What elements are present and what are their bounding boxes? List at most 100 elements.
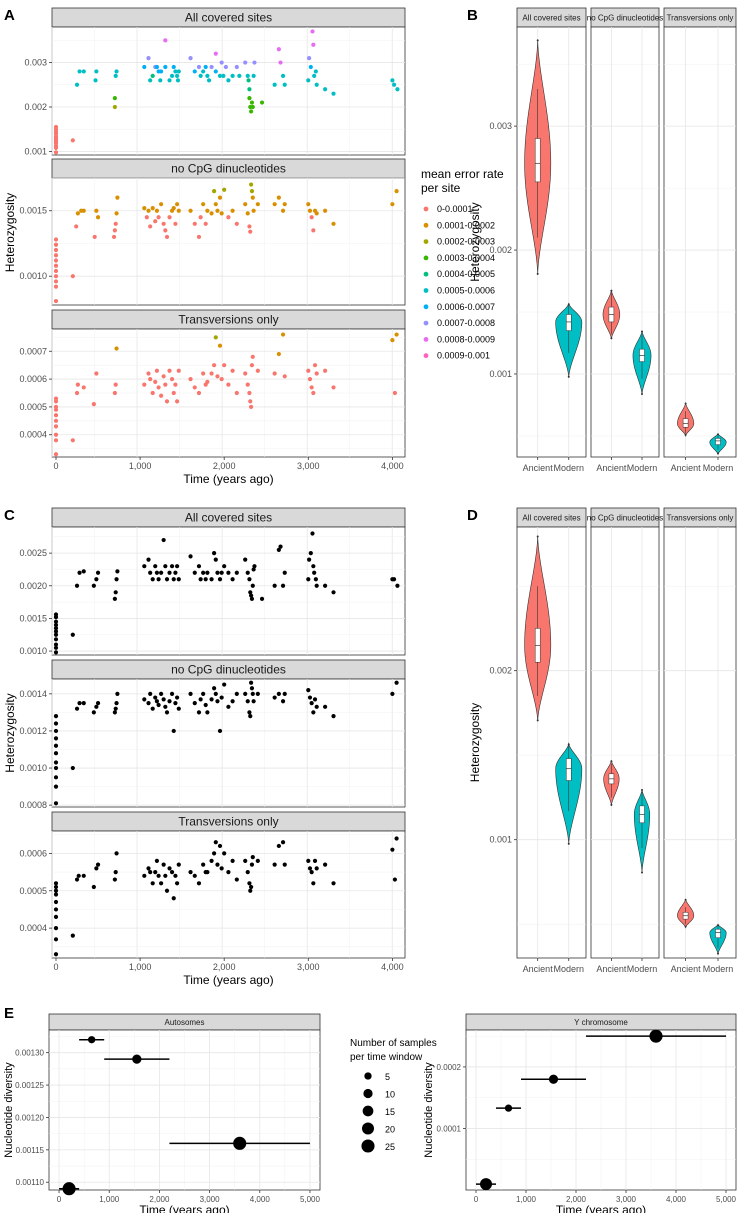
data-point: [201, 371, 206, 376]
data-point: [113, 73, 118, 78]
violin-outlier: [610, 289, 613, 292]
data-point: [173, 69, 178, 74]
data-point: [209, 64, 214, 70]
panel-b-facet-1-panel: [590, 26, 660, 458]
panel-a-xtick-label: 0: [53, 461, 58, 471]
panel-d-facet-1-strip-label: no CpG dinucleotides: [587, 514, 664, 523]
panel-b-facet-0-panel: [516, 26, 587, 458]
panel-c-facet-1-ytick-label: 0.0008: [19, 800, 47, 810]
data-point: [171, 206, 176, 211]
size-legend-key: [362, 1122, 374, 1135]
data-point: [70, 138, 75, 143]
data-point: [307, 208, 313, 213]
panel-d-ytick-label: 0.001: [489, 835, 512, 845]
violin-outlier: [567, 303, 570, 306]
data-point: [226, 869, 231, 875]
data-point: [74, 224, 79, 229]
data-point: [234, 390, 239, 396]
data-point: [243, 202, 248, 207]
data-point: [53, 279, 59, 284]
data-point: [142, 697, 147, 702]
data-point: [234, 64, 239, 70]
panel-a-facet-2-ytick-label: 0.0007: [19, 346, 47, 356]
data-point: [142, 382, 147, 387]
data-point: [114, 346, 119, 351]
data-point: [74, 82, 80, 87]
data-point: [171, 390, 176, 396]
data-point: [150, 206, 155, 211]
data-point: [394, 188, 399, 194]
panel-b-ytick-label: 0.002: [489, 245, 512, 255]
data-point: [234, 221, 239, 226]
legend-key-dot: [423, 288, 429, 293]
data-point: [282, 570, 287, 575]
data-point: [196, 234, 202, 240]
panel-e-autosomes-ytick-label: 0.00115: [16, 1146, 45, 1155]
data-point: [114, 69, 119, 74]
data-point: [169, 869, 175, 875]
data-point: [245, 570, 250, 575]
data-point: [169, 564, 175, 569]
data-point: [164, 577, 170, 582]
data-point: [226, 704, 231, 709]
data-point: [112, 104, 117, 110]
data-point: [307, 695, 313, 700]
data-point: [53, 274, 59, 279]
data-point: [217, 195, 223, 200]
data-point: [173, 382, 178, 387]
data-point: [169, 73, 175, 78]
data-point: [114, 577, 119, 582]
data-point: [215, 570, 220, 575]
data-point: [154, 570, 160, 575]
data-point: [215, 208, 220, 213]
panel-letter-c: C: [4, 507, 15, 524]
panel-a-y-axis-title: Heterozygosity: [3, 193, 17, 272]
data-point: [243, 691, 248, 696]
data-point: [53, 612, 59, 617]
data-point: [245, 699, 250, 704]
data-point: [112, 96, 117, 101]
data-point: [243, 60, 248, 65]
panel-d-facet-2-panel: [663, 526, 737, 959]
data-point: [310, 29, 315, 34]
data-point: [53, 637, 59, 642]
data-point: [196, 390, 202, 396]
data-point: [331, 385, 336, 390]
data-point: [53, 432, 59, 437]
data-point: [146, 371, 151, 376]
violin-outlier: [567, 842, 570, 845]
data-point: [278, 544, 283, 549]
data-point: [312, 858, 318, 863]
data-point: [192, 873, 197, 878]
violin-outlier: [641, 871, 643, 874]
data-point: [331, 590, 336, 595]
panel-e-autosomes-strip-label: Autosomes: [164, 1018, 204, 1027]
panel-e-y-chromosome-xtick-label: 5,000: [716, 1195, 737, 1204]
data-point: [167, 368, 172, 373]
data-point: [53, 150, 59, 155]
data-point: [169, 376, 175, 382]
data-point: [548, 1074, 559, 1084]
panel-c-facet-2-strip-label: Transversions only: [178, 815, 278, 829]
data-point: [94, 371, 99, 376]
data-point: [276, 47, 281, 52]
panel-b-category-label: Ancient: [523, 463, 554, 473]
violin-outlier: [641, 788, 643, 791]
data-point: [176, 368, 181, 373]
data-point: [331, 714, 336, 719]
data-point: [146, 56, 151, 61]
panel-a-facet-0-panel: [51, 26, 406, 156]
data-point: [247, 710, 252, 715]
data-point: [212, 363, 217, 368]
data-point: [196, 710, 202, 715]
size-legend-title-line-2: per time window: [350, 1052, 423, 1063]
size-legend-key: [362, 1105, 374, 1117]
data-point: [311, 228, 316, 233]
data-point: [255, 202, 260, 207]
panel-d-category-label: Modern: [703, 964, 734, 974]
panel-d-category-label: Ancient: [523, 964, 554, 974]
panel-c-xtick-label: 4,000: [381, 962, 404, 972]
violin-outlier: [610, 337, 613, 340]
violin-outlier: [684, 433, 687, 436]
data-point: [150, 577, 155, 582]
